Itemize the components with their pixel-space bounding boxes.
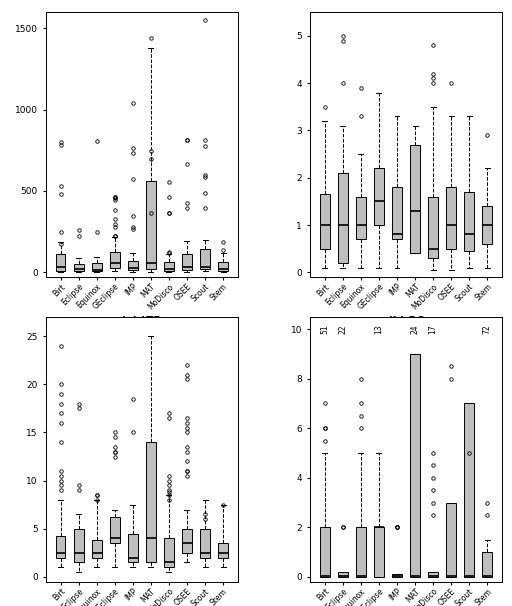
PathPatch shape <box>164 538 174 567</box>
PathPatch shape <box>374 527 384 577</box>
PathPatch shape <box>56 536 66 558</box>
PathPatch shape <box>464 404 474 577</box>
PathPatch shape <box>338 173 348 263</box>
X-axis label: (a) LTD: (a) LTD <box>121 316 162 325</box>
PathPatch shape <box>320 527 330 577</box>
PathPatch shape <box>56 255 66 270</box>
PathPatch shape <box>200 529 210 558</box>
PathPatch shape <box>200 248 210 269</box>
PathPatch shape <box>182 529 192 553</box>
PathPatch shape <box>218 543 228 558</box>
PathPatch shape <box>92 263 101 271</box>
PathPatch shape <box>446 187 456 248</box>
PathPatch shape <box>338 572 348 577</box>
Text: 51: 51 <box>320 325 329 335</box>
PathPatch shape <box>464 192 474 251</box>
PathPatch shape <box>410 145 420 253</box>
PathPatch shape <box>110 252 120 268</box>
PathPatch shape <box>110 517 120 543</box>
PathPatch shape <box>356 527 366 577</box>
PathPatch shape <box>74 529 83 562</box>
Text: 17: 17 <box>429 325 438 335</box>
Text: 22: 22 <box>338 325 347 334</box>
PathPatch shape <box>446 502 456 577</box>
Text: 24: 24 <box>411 325 419 335</box>
PathPatch shape <box>482 206 492 244</box>
PathPatch shape <box>356 196 366 239</box>
Text: 72: 72 <box>483 325 492 335</box>
X-axis label: (b) RC: (b) RC <box>388 316 424 325</box>
PathPatch shape <box>428 196 438 258</box>
PathPatch shape <box>182 255 192 270</box>
PathPatch shape <box>392 187 402 239</box>
PathPatch shape <box>320 195 330 248</box>
PathPatch shape <box>146 181 156 269</box>
PathPatch shape <box>128 534 138 562</box>
PathPatch shape <box>410 354 420 577</box>
PathPatch shape <box>74 264 83 270</box>
PathPatch shape <box>146 442 156 562</box>
PathPatch shape <box>428 572 438 577</box>
Text: 13: 13 <box>374 325 383 335</box>
PathPatch shape <box>374 168 384 225</box>
PathPatch shape <box>392 574 402 577</box>
PathPatch shape <box>482 552 492 577</box>
PathPatch shape <box>128 261 138 270</box>
PathPatch shape <box>92 541 101 558</box>
PathPatch shape <box>164 262 174 271</box>
PathPatch shape <box>218 262 228 270</box>
